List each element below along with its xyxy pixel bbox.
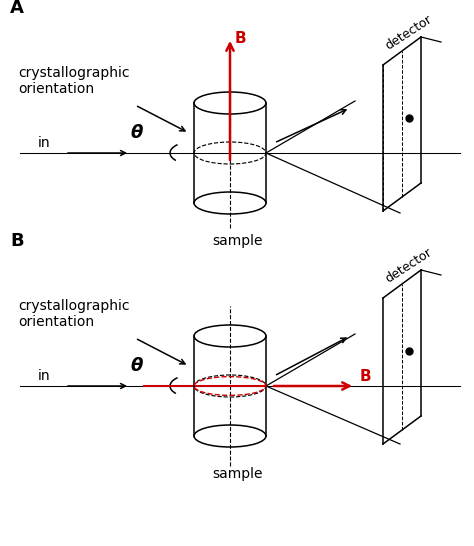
Text: crystallographic
orientation: crystallographic orientation (18, 66, 129, 96)
Text: θ: θ (130, 124, 142, 142)
Text: detector: detector (383, 246, 434, 286)
Text: A: A (10, 0, 24, 17)
Text: sample: sample (212, 467, 263, 481)
Text: B: B (360, 369, 372, 384)
Text: sample: sample (212, 234, 263, 248)
Text: θ: θ (130, 357, 142, 375)
Text: detector: detector (383, 13, 434, 52)
Text: crystallographic
orientation: crystallographic orientation (18, 299, 129, 329)
Text: in: in (38, 369, 51, 383)
Text: in: in (38, 136, 51, 150)
Text: B: B (10, 232, 24, 250)
Text: B: B (235, 31, 246, 46)
